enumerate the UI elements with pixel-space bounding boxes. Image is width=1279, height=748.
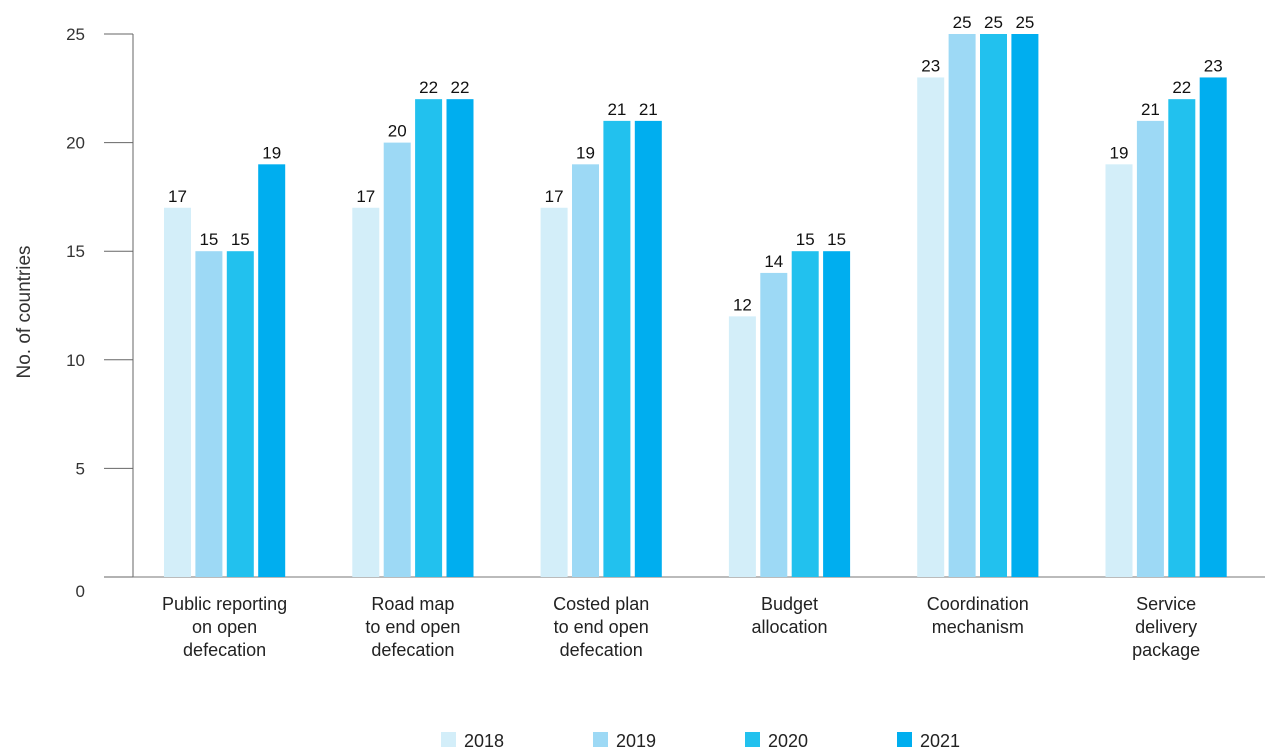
legend-label: 2018 [464,731,504,748]
category-label-line: Coordination [927,594,1029,614]
bar [791,251,819,577]
category-label-line: mechanism [932,617,1024,637]
bar [728,316,756,577]
bar [352,207,380,577]
legend-swatch [441,732,456,747]
legend-swatch [897,732,912,747]
data-label: 21 [639,100,658,119]
bar [1199,77,1227,577]
data-label: 25 [1015,13,1034,32]
category-label-line: Public reporting [162,594,287,614]
data-label: 17 [168,187,187,206]
category-label-line: Service [1136,594,1196,614]
legend-label: 2020 [768,731,808,748]
data-label: 15 [827,230,846,249]
data-label: 21 [1141,100,1160,119]
legend-swatch [745,732,760,747]
legend-swatch [593,732,608,747]
data-label: 19 [576,143,595,162]
bar [634,120,662,577]
data-label: 15 [199,230,218,249]
bar [164,207,191,577]
data-label: 17 [356,187,375,206]
bar [1168,99,1196,577]
category-label-line: allocation [751,617,827,637]
category-label-line: defecation [371,640,454,660]
data-label: 12 [733,295,752,314]
category-label-line: Budget [761,594,818,614]
bar [195,251,223,577]
legend: 2018 2019 2020 2021 [441,731,960,748]
bar [917,77,945,577]
category-label-line: Costed plan [553,594,649,614]
bar [540,207,568,577]
y-tick-label: 15 [66,242,85,261]
data-label: 23 [1204,56,1223,75]
category-label-line: to end open [554,617,649,637]
bar [1105,164,1133,577]
data-label: 19 [262,143,281,162]
y-tick-label: 5 [76,459,85,478]
data-label: 22 [1172,78,1191,97]
category-label-line: on open [192,617,257,637]
data-label: 22 [419,78,438,97]
legend-label: 2019 [616,731,656,748]
bar [1011,34,1039,577]
y-tick-label: 25 [66,25,85,44]
data-label: 17 [545,187,564,206]
category-label-line: Road map [371,594,454,614]
data-label: 15 [796,230,815,249]
category-label-line: package [1132,640,1200,660]
category-label: Road map to end open defecation [365,594,460,660]
category-label-line: defecation [560,640,643,660]
category-label: Public reporting on open defecation [162,594,287,660]
y-tick-label: 10 [66,351,85,370]
data-label: 20 [388,122,407,141]
bar [383,142,411,577]
bar [446,99,474,577]
data-label: 25 [984,13,1003,32]
data-label: 23 [921,56,940,75]
legend-label: 2021 [920,731,960,748]
bar [415,99,443,577]
y-tick-label: 20 [66,134,85,153]
category-label-line: to end open [365,617,460,637]
category-label-line: defecation [183,640,266,660]
category-label: Service delivery package [1132,594,1200,660]
bar [603,120,631,577]
category-label: Costed plan to end open defecation [553,594,649,660]
bar [1136,120,1164,577]
data-label: 14 [764,252,783,271]
bar [823,251,851,577]
y-axis-label: No. of countries [14,245,35,378]
bar [258,164,286,577]
data-label: 25 [953,13,972,32]
bars-group: 17 15 15 19 17 20 22 22 17 19 21 21 12 14 15 15 23 25 25 25… [164,13,1227,577]
data-label: 22 [451,78,470,97]
category-label: Coordination mechanism [927,594,1029,637]
bar [572,164,599,577]
data-label: 15 [231,230,250,249]
data-label: 21 [607,100,626,119]
bar [980,34,1007,577]
y-tick-label: 0 [76,582,85,601]
data-label: 19 [1110,143,1129,162]
bar [226,251,254,577]
y-axis: 0 5 10 15 20 25 [66,25,1265,601]
category-label: Budget allocation [751,594,827,637]
bar [760,272,788,577]
category-label-line: delivery [1135,617,1197,637]
bar [948,34,976,577]
